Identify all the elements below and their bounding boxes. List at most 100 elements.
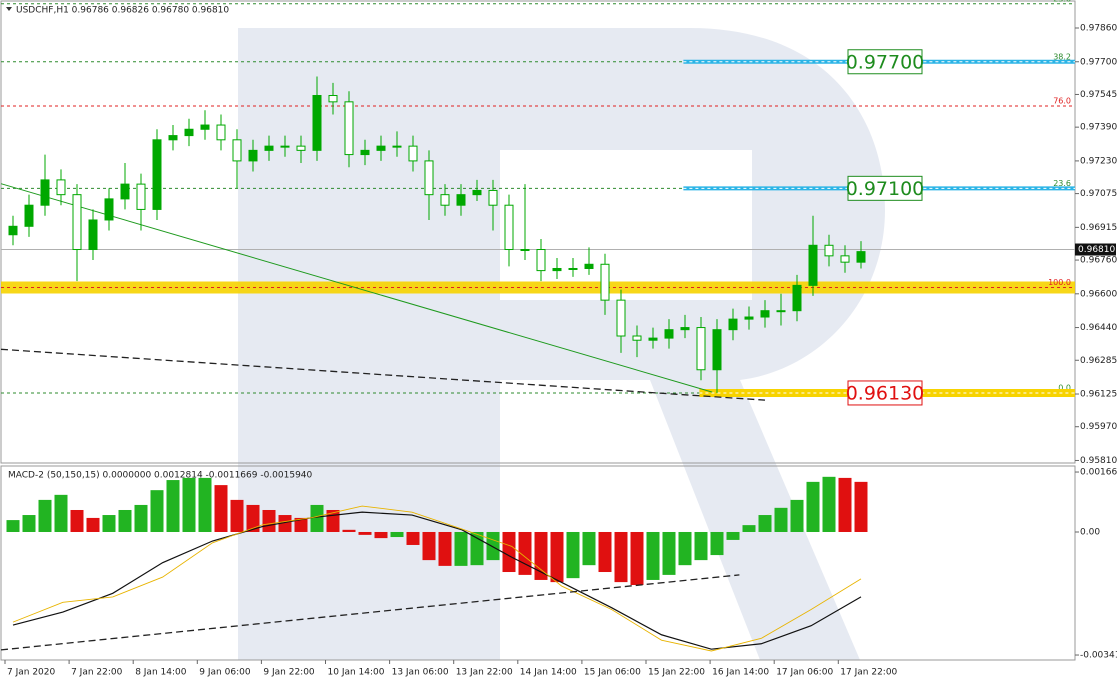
candle-body — [472, 189, 482, 196]
watermark — [238, 28, 885, 660]
candle-body — [632, 335, 642, 341]
candle-body — [616, 299, 626, 337]
candle-body — [808, 244, 818, 286]
x-tick-label: 16 Jan 14:00 — [712, 668, 769, 678]
macd-bar — [262, 509, 276, 532]
macd-bar — [822, 476, 836, 532]
macd-bar — [70, 509, 84, 532]
macd-bar — [582, 531, 596, 566]
candle-body — [40, 179, 50, 206]
candle-body — [56, 179, 66, 196]
macd-bar — [694, 531, 708, 561]
macd-bar — [662, 531, 676, 575]
macd-bar — [278, 515, 292, 532]
macd-line — [12, 505, 862, 652]
candle-body — [8, 225, 18, 236]
y-tick-label: 0.96285 — [1080, 356, 1117, 366]
macd-bar — [246, 504, 260, 532]
macd-title: MACD-2 (50,150,15) 0.0000000 0.0012814 -… — [8, 471, 313, 481]
y-tick-label: 0.95970 — [1080, 422, 1117, 432]
candle-body — [424, 160, 434, 196]
macd-y-tick-label: -0.003412 — [1080, 651, 1117, 661]
macd-bar — [22, 515, 36, 532]
candle-body — [680, 327, 690, 331]
candle-body — [712, 329, 722, 371]
fib-label: 0.0 — [1058, 383, 1071, 392]
candle-body — [408, 145, 418, 162]
macd-bar — [182, 477, 196, 532]
y-tick-label: 0.96600 — [1080, 289, 1117, 299]
macd-line — [12, 511, 862, 650]
price-box — [847, 49, 923, 75]
y-tick-label: 0.95810 — [1080, 456, 1117, 466]
candle-body — [744, 316, 754, 320]
candle-body — [536, 249, 546, 272]
candle-body — [344, 101, 354, 156]
x-tick-label: 17 Jan 06:00 — [776, 668, 833, 678]
candle-body — [760, 310, 770, 318]
candle-body — [584, 263, 594, 269]
macd-bar — [566, 531, 580, 579]
main-panel — [0, 0, 1076, 464]
candle-body — [856, 251, 866, 263]
macd-y-tick-label: 0.0016628 — [1080, 468, 1117, 478]
candle-body — [840, 255, 850, 263]
macd-bar — [198, 477, 212, 532]
candle-body — [24, 204, 34, 227]
candle-body — [184, 128, 194, 137]
price-box — [847, 175, 923, 201]
macd-bar — [230, 499, 244, 532]
x-tick-label: 17 Jan 22:00 — [840, 668, 897, 678]
candle-body — [600, 263, 610, 301]
candle-body — [792, 284, 802, 312]
candle-body — [328, 95, 338, 103]
y-tick-label: 0.97230 — [1080, 156, 1117, 166]
macd-bar — [742, 525, 756, 532]
macd-bar — [214, 485, 228, 532]
candle-body — [488, 189, 498, 206]
candle-body — [696, 327, 706, 371]
y-tick-label: 0.96125 — [1080, 390, 1117, 400]
macd-bar — [630, 531, 644, 585]
macd-bar — [598, 531, 612, 573]
last-price-label: 0.96810 — [1078, 245, 1115, 255]
macd-bar — [6, 520, 20, 532]
chart-title: USDCHF,H1 0.96786 0.96826 0.96780 0.9681… — [16, 6, 229, 16]
x-tick-label: 13 Jan 22:00 — [456, 668, 513, 678]
macd-bar — [166, 480, 180, 532]
x-tick-label: 15 Jan 22:00 — [648, 668, 705, 678]
candle-body — [216, 124, 226, 141]
macd-bar — [118, 509, 132, 532]
macd-bar — [758, 515, 772, 532]
candle-body — [232, 139, 242, 162]
candle-body — [456, 194, 466, 206]
macd-bar — [310, 504, 324, 532]
macd-bar — [438, 531, 452, 566]
candle-body — [568, 267, 578, 270]
candle-body — [200, 124, 210, 130]
macd-y-tick-label: 0.00 — [1080, 527, 1100, 537]
candle-body — [168, 135, 178, 141]
last-price-tag — [1075, 243, 1116, 256]
candle-body — [440, 194, 450, 206]
macd-bar — [102, 515, 116, 532]
x-tick-label: 8 Jan 14:00 — [135, 668, 187, 678]
candle-body — [664, 329, 674, 339]
macd-bar — [54, 494, 68, 532]
y-tick-label: 0.97545 — [1080, 90, 1117, 100]
macd-bar — [358, 531, 372, 535]
macd-bar — [150, 490, 164, 532]
candle-body — [264, 145, 274, 151]
y-tick-label: 0.97390 — [1080, 123, 1117, 133]
macd-bar — [614, 531, 628, 583]
x-tick-label: 14 Jan 14:00 — [520, 668, 577, 678]
x-tick-label: 7 Jan 2020 — [7, 668, 55, 678]
y-tick-label: 0.96440 — [1080, 323, 1117, 333]
macd-panel — [0, 465, 1076, 661]
candle-body — [120, 183, 130, 200]
macd-bar — [774, 507, 788, 532]
menu-arrow — [6, 7, 12, 11]
candle-body — [824, 244, 834, 257]
